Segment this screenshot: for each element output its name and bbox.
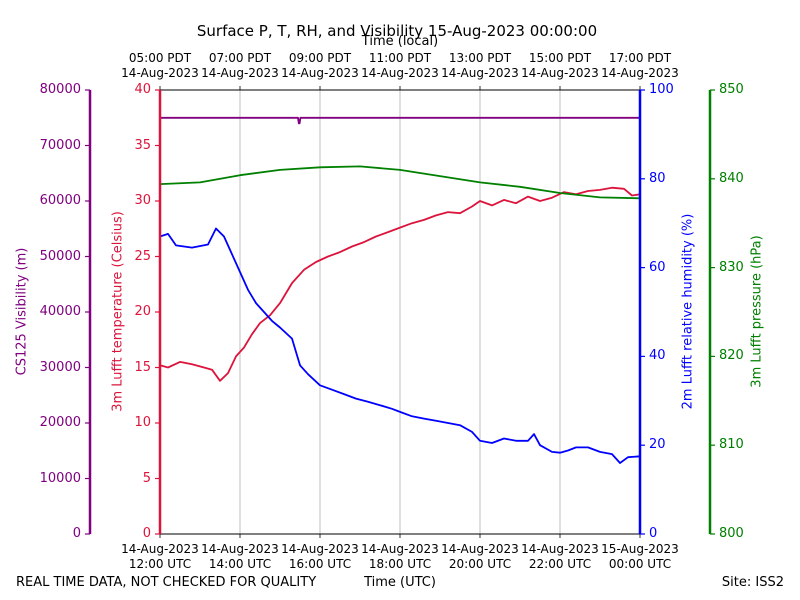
visibility-tick-label: 40000 — [39, 304, 81, 319]
x-tick-label-local: 17:00 PDT 14-Aug-2023 — [601, 51, 679, 80]
top-axis-title: Time (local) — [361, 34, 439, 49]
humidity-tick-label: 20 — [649, 437, 666, 453]
pressure-axis-title: 3m Lufft pressure (hPa) — [749, 235, 765, 388]
pressure-tick-label: 800 — [719, 526, 744, 541]
plot-frame — [159, 86, 641, 538]
visibility-tick-label: 80000 — [39, 82, 81, 97]
x-tick-label-utc: 14-Aug-2023 20:00 UTC — [441, 542, 519, 571]
series-lines — [159, 116, 641, 464]
x-tick-label-local: 11:00 PDT 14-Aug-2023 — [361, 51, 439, 80]
x-tick-label-local: 07:00 PDT 14-Aug-2023 — [201, 51, 279, 80]
pressure-tick-label: 830 — [719, 259, 744, 275]
pressure-tick-label: 850 — [719, 82, 744, 97]
visibility-series-line — [160, 116, 640, 125]
humidity-series-line — [159, 227, 641, 464]
x-tick-label-local: 05:00 PDT 14-Aug-2023 — [121, 51, 199, 80]
humidity-tick-label: 100 — [649, 82, 674, 97]
temperature-tick-label: 0 — [142, 526, 151, 541]
x-tick-label-local: 13:00 PDT 14-Aug-2023 — [441, 51, 519, 80]
x-tick-label-utc: 14-Aug-2023 22:00 UTC — [521, 542, 599, 571]
bottom-axis-title: Time (UTC) — [364, 575, 436, 590]
chart-title: Surface P, T, RH, and Visibility 15-Aug-… — [196, 22, 598, 40]
pressure-tick-label: 840 — [719, 170, 744, 186]
pressure-tick-label: 820 — [719, 348, 744, 364]
x-tick-label-utc: 14-Aug-2023 18:00 UTC — [361, 542, 439, 571]
visibility-tick-label: 30000 — [39, 359, 81, 375]
humidity-tick-label: 40 — [649, 348, 666, 364]
x-tick-label-local: 15:00 PDT 14-Aug-2023 — [521, 51, 599, 80]
visibility-tick-label: 20000 — [39, 415, 81, 430]
x-tick-label-local: 09:00 PDT 14-Aug-2023 — [281, 51, 359, 80]
visibility-tick-label: 60000 — [39, 193, 81, 208]
x-tick-label-utc: 14-Aug-2023 16:00 UTC — [281, 542, 359, 571]
visibility-tick-label: 0 — [72, 526, 81, 541]
visibility-tick-label: 10000 — [39, 470, 81, 486]
temperature-tick-label: 5 — [142, 470, 151, 486]
visibility-axis-title: CS125 Visibility (m) — [14, 247, 30, 376]
x-tick-label-utc: 14-Aug-2023 12:00 UTC — [121, 542, 199, 571]
axis-spines — [85, 89, 715, 535]
grid-lines — [239, 90, 561, 534]
visibility-tick-label: 70000 — [39, 137, 81, 153]
temperature-axis-title: 3m Lufft temperature (Celsius) — [110, 211, 126, 412]
temperature-tick-label: 20 — [134, 304, 151, 319]
temperature-tick-label: 40 — [134, 82, 151, 97]
humidity-tick-label: 60 — [649, 259, 666, 275]
humidity-tick-label: 80 — [649, 170, 666, 186]
visibility-tick-label: 50000 — [39, 248, 81, 264]
x-tick-label-utc: 15-Aug-2023 00:00 UTC — [601, 542, 679, 571]
temperature-tick-label: 30 — [134, 193, 151, 208]
humidity-tick-label: 0 — [649, 526, 658, 541]
quality-disclaimer: REAL TIME DATA, NOT CHECKED FOR QUALITY — [16, 575, 317, 590]
humidity-axis-title: 2m Lufft relative humidity (%) — [680, 213, 696, 410]
pressure-series-line — [159, 165, 641, 200]
temperature-tick-label: 10 — [134, 415, 151, 430]
temperature-series-line — [159, 186, 641, 382]
site-label: Site: ISS2 — [721, 575, 784, 590]
temperature-tick-label: 25 — [134, 248, 151, 264]
temperature-tick-label: 35 — [134, 137, 151, 153]
temperature-tick-label: 15 — [134, 359, 151, 375]
pressure-tick-label: 810 — [719, 437, 744, 453]
x-tick-label-utc: 14-Aug-2023 14:00 UTC — [201, 542, 279, 571]
